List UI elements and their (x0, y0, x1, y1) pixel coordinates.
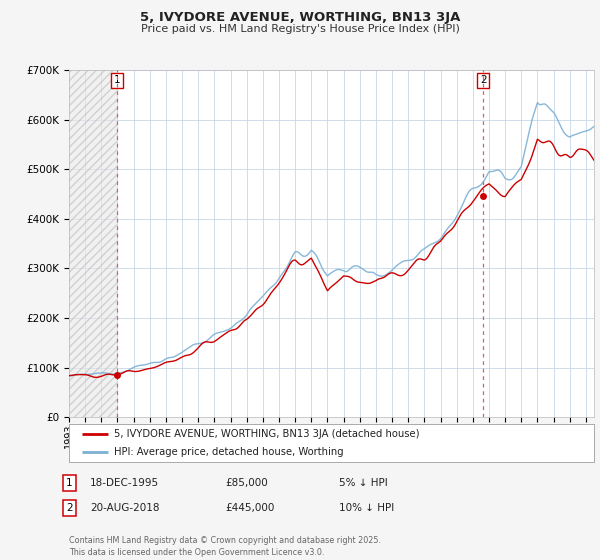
Text: 1: 1 (113, 75, 120, 85)
Text: 2: 2 (480, 75, 487, 85)
Text: 1: 1 (66, 478, 73, 488)
Text: HPI: Average price, detached house, Worthing: HPI: Average price, detached house, Wort… (113, 447, 343, 457)
Text: 5, IVYDORE AVENUE, WORTHING, BN13 3JA (detached house): 5, IVYDORE AVENUE, WORTHING, BN13 3JA (d… (113, 429, 419, 439)
Text: 20-AUG-2018: 20-AUG-2018 (90, 503, 160, 513)
Text: 2: 2 (66, 503, 73, 513)
Text: Price paid vs. HM Land Registry's House Price Index (HPI): Price paid vs. HM Land Registry's House … (140, 24, 460, 34)
Text: £445,000: £445,000 (225, 503, 274, 513)
Text: 18-DEC-1995: 18-DEC-1995 (90, 478, 159, 488)
Text: 5, IVYDORE AVENUE, WORTHING, BN13 3JA: 5, IVYDORE AVENUE, WORTHING, BN13 3JA (140, 11, 460, 24)
Text: 10% ↓ HPI: 10% ↓ HPI (339, 503, 394, 513)
Text: 5% ↓ HPI: 5% ↓ HPI (339, 478, 388, 488)
Text: £85,000: £85,000 (225, 478, 268, 488)
Text: Contains HM Land Registry data © Crown copyright and database right 2025.
This d: Contains HM Land Registry data © Crown c… (69, 536, 381, 557)
Bar (69, 70, 117, 417)
